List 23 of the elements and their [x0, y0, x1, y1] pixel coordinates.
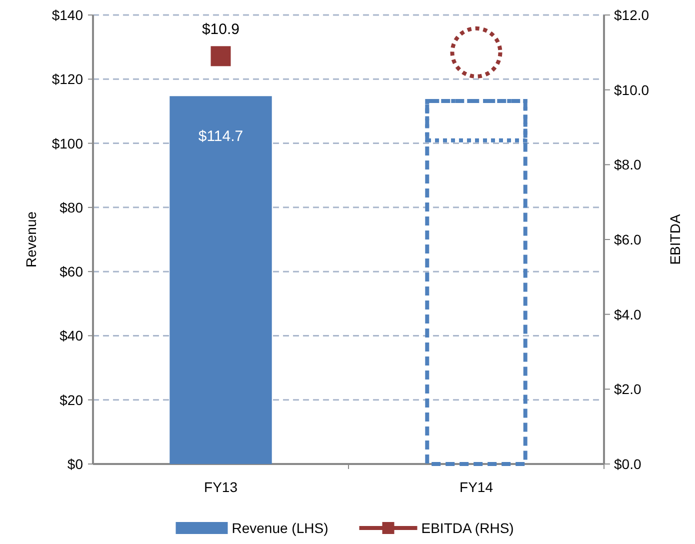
- y-tick-label: $40: [60, 328, 84, 344]
- x-tick-label: FY14: [460, 479, 494, 495]
- y-tick-label: $60: [60, 264, 84, 280]
- y2-tick-label: $4.0: [614, 306, 642, 322]
- y-tick-label: $140: [52, 7, 84, 23]
- y2-tick-label: $6.0: [614, 232, 642, 248]
- y-tick-label: $120: [52, 71, 84, 88]
- y2-tick-label: $0.0: [614, 456, 642, 472]
- y2-tick-label: $12.0: [614, 7, 650, 23]
- y-tick-label: $80: [60, 199, 84, 216]
- x-tick-label: FY13: [204, 479, 238, 495]
- y2-tick-label: $2.0: [614, 381, 642, 398]
- y2-axis-title: EBITDA: [667, 214, 683, 265]
- data-label: $114.7: [198, 128, 244, 146]
- y-axis-title: Revenue: [23, 211, 39, 268]
- y2-tick-label: $8.0: [614, 156, 642, 173]
- y-tick-label: $20: [60, 392, 84, 408]
- legend-label: Revenue (LHS): [232, 520, 328, 536]
- y2-tick-label: $10.0: [614, 82, 650, 98]
- data-label: $10.9: [202, 21, 240, 38]
- legend-label: EBITDA (RHS): [421, 520, 514, 536]
- y-tick-label: $0: [67, 456, 84, 472]
- y-tick-label: $100: [52, 135, 84, 152]
